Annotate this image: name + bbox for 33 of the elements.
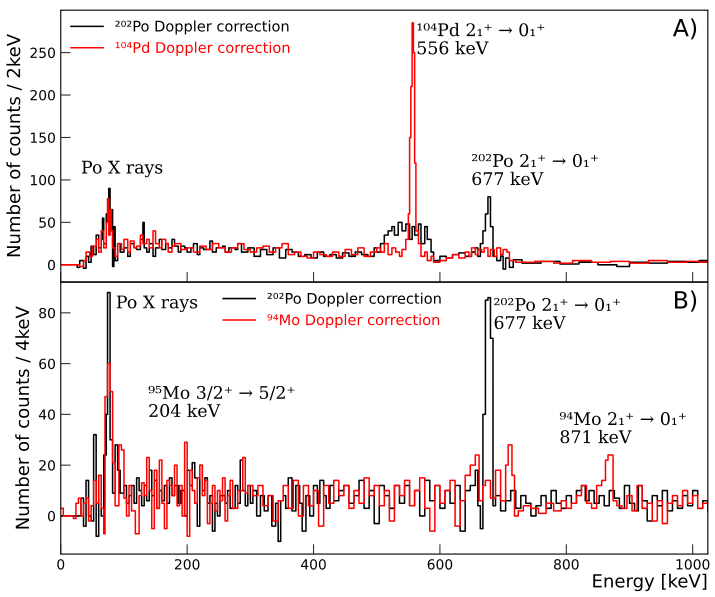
y-tick-label: 100 bbox=[30, 174, 55, 186]
x-tick-label: 800 bbox=[554, 559, 579, 570]
x-tick-label: 400 bbox=[300, 559, 326, 570]
y-tick-label: 60 bbox=[39, 358, 55, 370]
y-tick-label: 150 bbox=[30, 132, 55, 143]
y-tick-label: 0 bbox=[48, 260, 55, 270]
annotation: ¹⁰⁴Pd 2₁⁺ → 0₁⁺ 556 keV bbox=[418, 22, 544, 54]
y-axis-title: Number of counts / 4keV bbox=[15, 306, 31, 528]
annotation: Po X rays bbox=[82, 160, 162, 178]
x-tick-label: 200 bbox=[174, 559, 200, 570]
legend-label: ²⁰²Po Doppler correction bbox=[268, 292, 441, 307]
annotation: ²⁰²Po 2₁⁺ → 0₁⁺ 677 keV bbox=[472, 154, 598, 186]
y-tick-label: 80 bbox=[39, 308, 55, 318]
y-tick-label: 40 bbox=[38, 409, 55, 420]
annotation: Po X rays bbox=[116, 296, 198, 312]
annotation: ⁹⁵Mo 3/2⁺ → 5/2⁺ 204 keV bbox=[148, 386, 294, 418]
x-axis-title: Energy [keV] bbox=[593, 574, 706, 592]
x-tick-label: 0 bbox=[57, 559, 64, 570]
legend-label: ¹⁰⁴Pd Doppler correction bbox=[116, 42, 290, 56]
y-tick-label: 0 bbox=[48, 510, 55, 522]
y-axis-title: Number of counts / 2keV bbox=[6, 34, 22, 256]
y-tick-label: 200 bbox=[30, 90, 55, 101]
annotation: ⁹⁴Mo 2₁⁺ → 0₁⁺ 871 keV bbox=[560, 412, 686, 444]
x-tick-label: 600 bbox=[428, 559, 452, 570]
legend-label: ²⁰²Po Doppler correction bbox=[115, 20, 288, 34]
annotation: A) bbox=[672, 18, 696, 40]
annotation: ²⁰²Po 2₁⁺ → 0₁⁺ 677 keV bbox=[494, 298, 620, 330]
y-tick-label: 20 bbox=[39, 460, 55, 471]
y-tick-label: 50 bbox=[39, 217, 55, 228]
x-tick-label: 1000 bbox=[676, 559, 710, 570]
legend-label: ⁹⁴Mo Doppler correction bbox=[268, 314, 440, 328]
y-tick-label: 250 bbox=[30, 48, 55, 58]
annotation: B) bbox=[675, 290, 696, 312]
